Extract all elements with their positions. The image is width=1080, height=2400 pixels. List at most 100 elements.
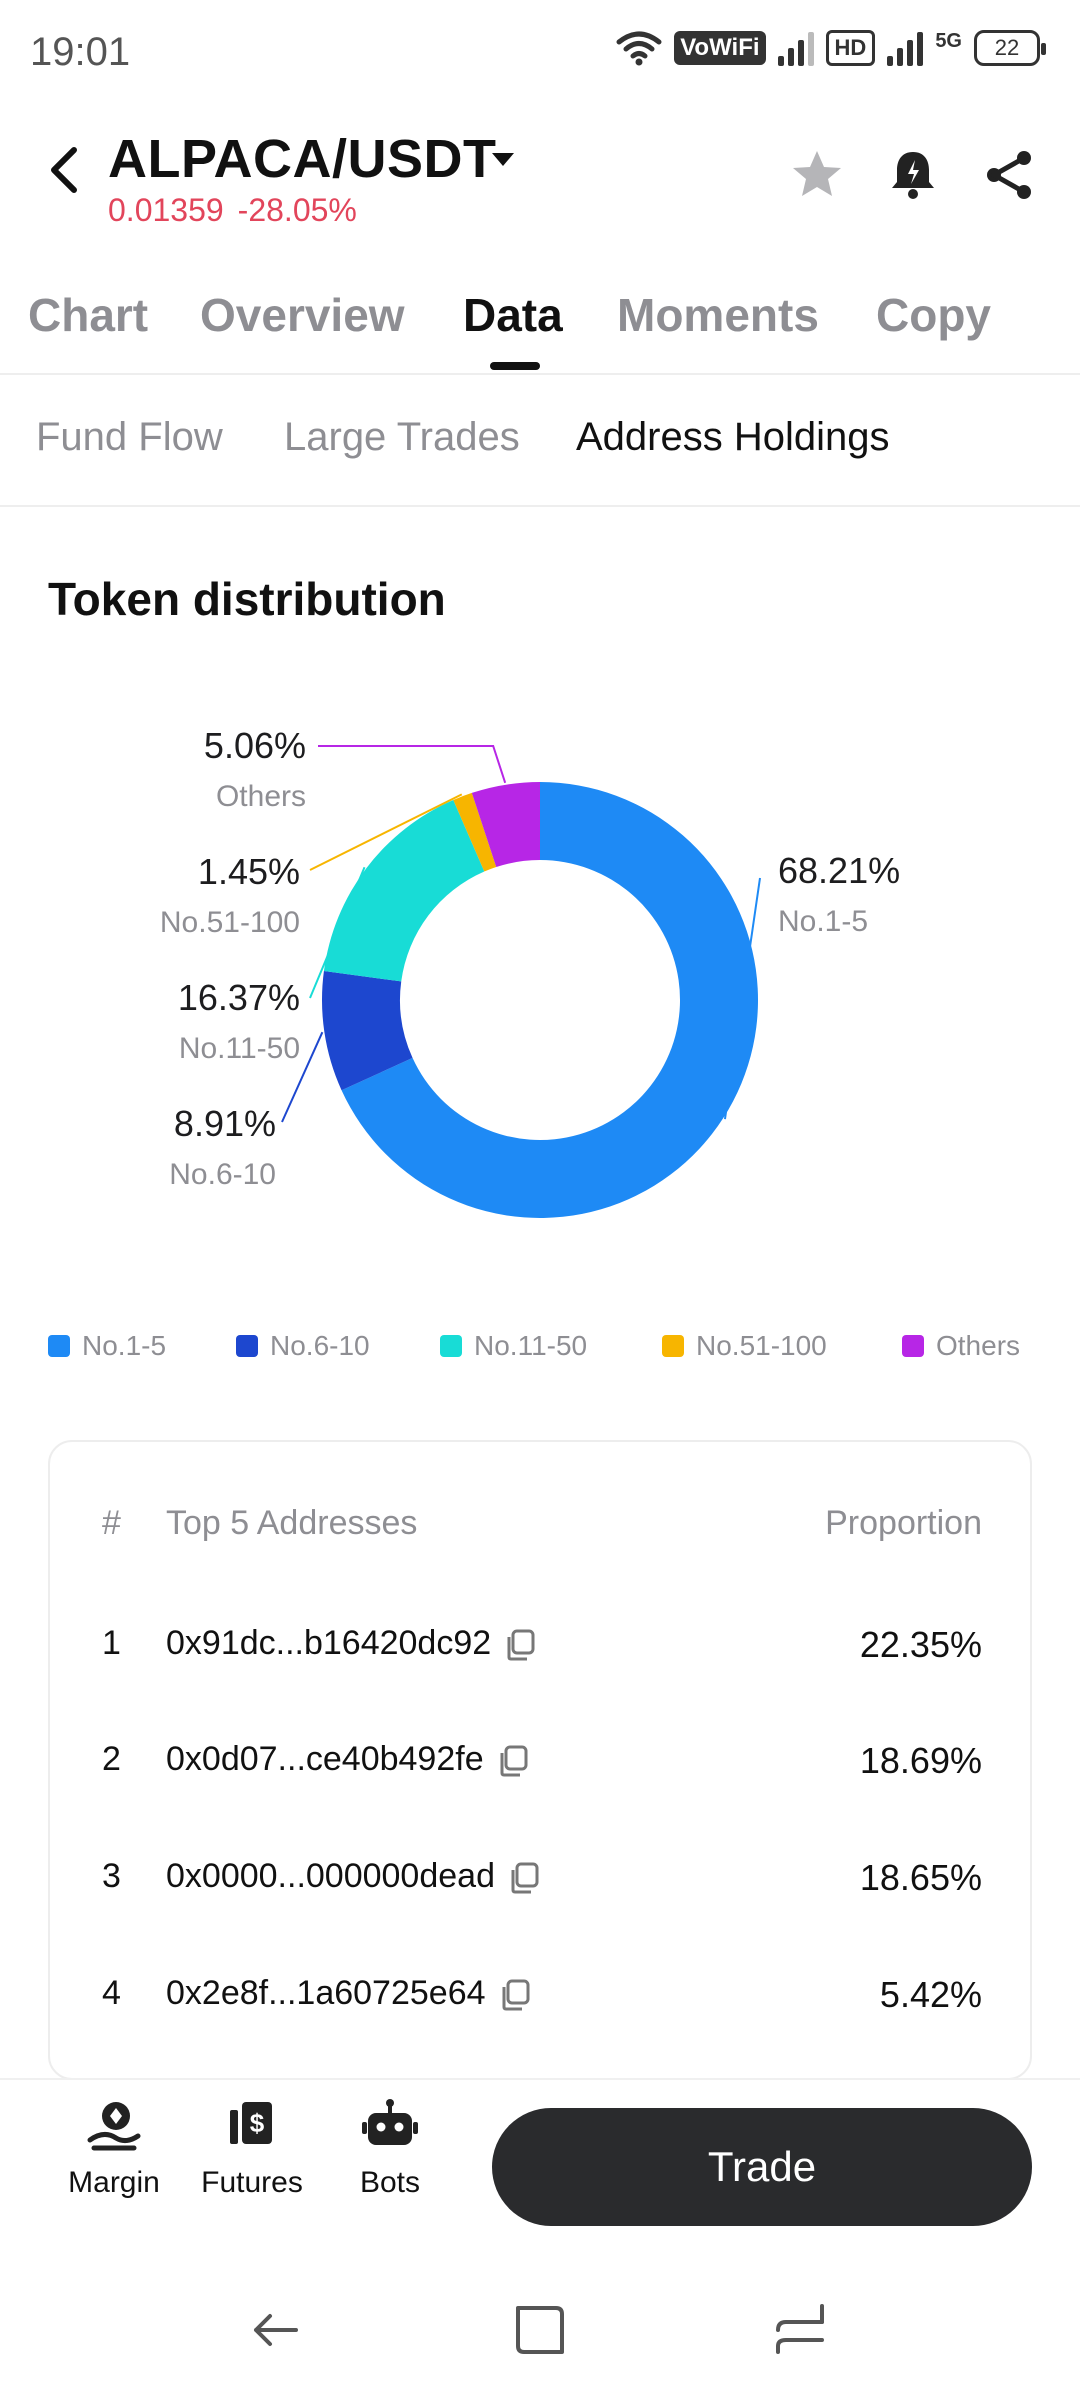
leader-line xyxy=(309,793,463,871)
bots-label: Bots xyxy=(359,2166,421,2199)
legend-label: No.51-100 xyxy=(696,1330,827,1361)
futures-label: Futures xyxy=(201,2166,303,2199)
hd-badge: HD xyxy=(825,30,876,66)
address-text: 0x91dc...b16420dc92 xyxy=(166,1624,492,1662)
subtab-large-trades[interactable]: Large Trades xyxy=(284,415,520,459)
tab-moments[interactable]: Moments xyxy=(617,289,819,341)
subtab-fund-flow[interactable]: Fund Flow xyxy=(36,415,223,459)
table-row: 3 0x0000...000000dead 18.65% xyxy=(50,1837,1030,1917)
copy-icon[interactable] xyxy=(496,1743,532,1779)
legend-item-no11-50: No.11-50 xyxy=(440,1330,587,1362)
leader-line xyxy=(723,877,761,1120)
header: ALPACA/USDT 0.01359 -28.05% xyxy=(0,110,1080,260)
table-row: 4 0x2e8f...1a60725e64 5.42% xyxy=(50,1954,1030,2034)
margin-label: Margin xyxy=(68,2166,160,2199)
star-icon[interactable] xyxy=(788,146,846,204)
header-proportion: Proportion xyxy=(825,1504,982,1542)
row-index: 1 xyxy=(102,1624,121,1662)
slice-name-label: No.11-50 xyxy=(179,1032,300,1065)
slice-percent-label: 5.06% xyxy=(204,725,306,766)
slice-name-label: No.51-100 xyxy=(160,906,300,939)
signal-icon xyxy=(777,30,814,66)
tab-copy[interactable]: Copy xyxy=(876,289,991,341)
pair-title[interactable]: ALPACA/USDT xyxy=(108,129,497,189)
proportion-value: 18.69% xyxy=(859,1740,982,1781)
token-distribution-chart: 68.21% No.1-5 8.91% No.6-10 16.37% No.11-50 1.… xyxy=(0,680,1080,1280)
copy-icon[interactable] xyxy=(503,1627,539,1663)
legend-swatch xyxy=(440,1335,462,1357)
legend-item-no51-100: No.51-100 xyxy=(662,1330,827,1362)
proportion-value: 18.65% xyxy=(859,1857,982,1898)
proportion-value: 5.42% xyxy=(879,1974,982,2015)
legend-label: Others xyxy=(936,1330,1021,1361)
nav-back-icon[interactable] xyxy=(246,2300,306,2360)
price-alert-bell-icon[interactable] xyxy=(884,146,942,204)
tab-data[interactable]: Data xyxy=(463,289,563,341)
futures-button[interactable]: $ Futures xyxy=(192,2096,312,2200)
row-index: 3 xyxy=(102,1857,121,1895)
system-nav-bar xyxy=(0,2240,1080,2400)
main-tabs: Chart Overview Data Moments Copy xyxy=(0,270,1080,375)
margin-button[interactable]: Margin xyxy=(54,2096,174,2200)
legend-swatch xyxy=(48,1335,70,1357)
svg-text:$: $ xyxy=(250,2108,265,2138)
legend-swatch xyxy=(236,1335,258,1357)
status-icons: VoWiFi HD 5G 22 xyxy=(616,30,1046,66)
header-address: Top 5 Addresses xyxy=(166,1504,418,1542)
donut-slice-no-6-10 xyxy=(322,971,413,1091)
table-row: 2 0x0d07...ce40b492fe 18.69% xyxy=(50,1720,1030,1800)
donut-slice-no-11-50 xyxy=(323,799,485,982)
address-text: 0x0d07...ce40b492fe xyxy=(166,1740,484,1778)
row-index: 4 xyxy=(102,1974,121,2012)
vowifi-badge: VoWiFi xyxy=(674,31,766,65)
legend-swatch xyxy=(902,1335,924,1357)
leader-line xyxy=(318,745,507,784)
back-arrow-icon[interactable] xyxy=(40,140,90,200)
wifi-icon xyxy=(616,31,662,66)
section-title: Token distribution xyxy=(48,573,446,625)
slice-percent-label: 16.37% xyxy=(178,977,300,1018)
donut-slice-others xyxy=(471,782,540,868)
bot-icon xyxy=(362,2099,418,2145)
battery-icon: 22 xyxy=(974,30,1046,66)
network-type: 5G xyxy=(935,30,962,52)
legend-label: No.11-50 xyxy=(474,1330,588,1361)
slice-name-label: No.1-5 xyxy=(778,905,868,938)
proportion-value: 22.35% xyxy=(859,1624,982,1665)
trade-button[interactable]: Trade xyxy=(492,2108,1032,2226)
nav-recents-icon[interactable] xyxy=(770,2300,830,2360)
copy-icon[interactable] xyxy=(507,1860,543,1896)
copy-icon[interactable] xyxy=(498,1977,534,2013)
row-index: 2 xyxy=(102,1740,121,1778)
last-price: 0.01359 xyxy=(108,192,224,228)
bottom-action-bar: Margin $ Futures Bots Trade xyxy=(0,2078,1080,2240)
address-text: 0x2e8f...1a60725e64 xyxy=(166,1974,486,2012)
status-bar: 19:01 VoWiFi HD 5G 22 xyxy=(0,0,1080,110)
futures-icon: $ xyxy=(230,2102,272,2144)
legend-swatch xyxy=(662,1335,684,1357)
table-row: 1 0x91dc...b16420dc92 22.35% xyxy=(50,1604,1030,1684)
status-time: 19:01 xyxy=(30,30,131,74)
slice-name-label: No.6-10 xyxy=(169,1158,276,1191)
slice-percent-label: 8.91% xyxy=(174,1103,276,1144)
price-change: -28.05% xyxy=(237,192,357,228)
top-addresses-card: # Top 5 Addresses Proportion 1 0x91dc...… xyxy=(48,1440,1032,2080)
donut-chart: 68.21% No.1-5 8.91% No.6-10 16.37% No.11-50 1.… xyxy=(160,725,900,1218)
tab-chart[interactable]: Chart xyxy=(28,289,149,341)
nav-home-icon[interactable] xyxy=(510,2300,570,2360)
slice-name-label: Others xyxy=(216,780,306,813)
leader-line xyxy=(281,1031,324,1123)
chart-legend: No.1-5 No.6-10 No.11-50 No.51-100 Others xyxy=(48,1330,1048,1370)
chevron-down-icon[interactable] xyxy=(488,144,518,174)
donut-slice-no-1-5 xyxy=(341,782,758,1218)
tab-overview[interactable]: Overview xyxy=(200,289,405,341)
header-index: # xyxy=(102,1504,121,1542)
bots-button[interactable]: Bots xyxy=(330,2096,450,2200)
address-text: 0x0000...000000dead xyxy=(166,1857,495,1895)
legend-item-no1-5: No.1-5 xyxy=(48,1330,166,1362)
slice-percent-label: 68.21% xyxy=(778,850,900,891)
share-icon[interactable] xyxy=(980,146,1038,204)
legend-label: No.1-5 xyxy=(82,1330,167,1361)
sub-tabs: Fund Flow Large Trades Address Holdings xyxy=(0,375,1080,507)
subtab-address-holdings[interactable]: Address Holdings xyxy=(576,415,890,459)
